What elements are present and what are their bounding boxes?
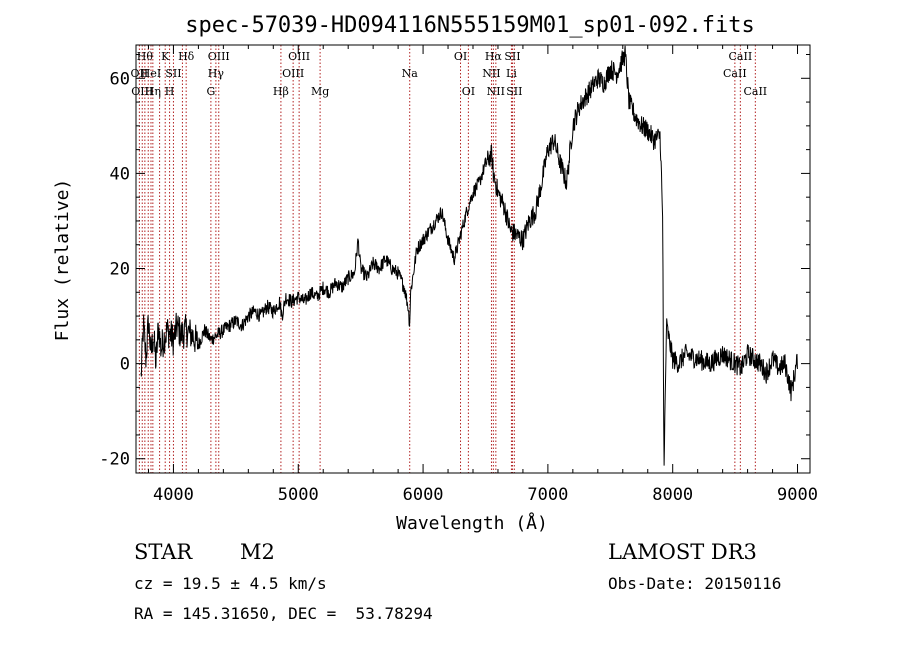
spectral-line-label: OI (462, 85, 475, 98)
spectral-line-label: H (165, 85, 175, 98)
spectral-line-label: OIII (208, 50, 230, 63)
observation-date: Obs-Date: 20150116 (608, 574, 782, 593)
spectral-line-markers (138, 45, 756, 473)
spectral-line-label: OIII (282, 67, 304, 80)
spectral-line-label: SII (506, 85, 522, 98)
x-tick-label: 7000 (527, 485, 568, 505)
spectral-line-label: Na (402, 67, 419, 80)
spectral-line-label: CaII (729, 50, 753, 63)
x-axis-label: Wavelength (Å) (396, 512, 548, 534)
y-tick-label: 60 (110, 69, 130, 89)
object-subclass: M2 (240, 540, 275, 564)
spectral-line-labels: OII OIII Hθ HeI Hη K H SII Hδ G Hγ OIII Hβ OIII OIII Mg… (131, 50, 768, 98)
y-tick-label: 40 (110, 164, 130, 184)
spectral-line-label: Li (506, 67, 517, 80)
spectrum-series (140, 45, 798, 466)
spectral-line-label: CaII (723, 67, 747, 80)
plot-frame (135, 44, 811, 474)
spectral-line-label: NII (482, 67, 500, 80)
sky-coordinates: RA = 145.31650, DEC = 53.78294 (134, 604, 433, 623)
spectral-line-label: HeI (141, 67, 161, 80)
spectral-line-label: K (161, 50, 170, 63)
redshift-velocity: cz = 19.5 ± 4.5 km/s (134, 574, 327, 593)
spectral-line-label: Hα (485, 50, 503, 63)
chart-title: spec-57039-HD094116N555159M01_sp01-092.f… (185, 13, 755, 38)
x-tick-label: 5000 (278, 485, 319, 505)
spectral-line-label: Hβ (273, 85, 289, 98)
x-tick-label: 6000 (403, 485, 444, 505)
object-class: STAR (134, 540, 193, 564)
spectral-line-label: SII (504, 50, 520, 63)
spectral-line-label: OIII (131, 85, 153, 98)
spectral-line-label: Mg (311, 85, 329, 98)
x-tick-label: 9000 (777, 485, 818, 505)
spectral-line-label: OIII (288, 50, 310, 63)
y-tick-label: 20 (110, 260, 130, 280)
y-axis-label: Flux (relative) (52, 179, 73, 342)
spectral-line-label: OI (454, 50, 467, 63)
spectral-line-label: Hγ (208, 67, 225, 80)
spectral-line-label: SII (165, 67, 181, 80)
spectral-line-label: NII (487, 85, 505, 98)
spectral-line-label: G (206, 85, 215, 98)
spectral-line-label: CaII (743, 85, 767, 98)
x-tick-label: 8000 (652, 485, 693, 505)
x-tick-label: 4000 (153, 485, 194, 505)
spectral-line-label: Hη (145, 85, 161, 98)
y-tick-label: 0 (120, 355, 130, 375)
spectral-line-label: Hδ (178, 50, 195, 63)
axis-ticks: 4000 5000 6000 7000 8000 9000 -20 0 20 40 60 (99, 45, 818, 505)
spectral-line-label: OII (131, 67, 149, 80)
survey-name: LAMOST DR3 (608, 540, 757, 564)
spectral-line-label: Hθ (137, 50, 154, 63)
y-tick-label: -20 (99, 450, 130, 470)
